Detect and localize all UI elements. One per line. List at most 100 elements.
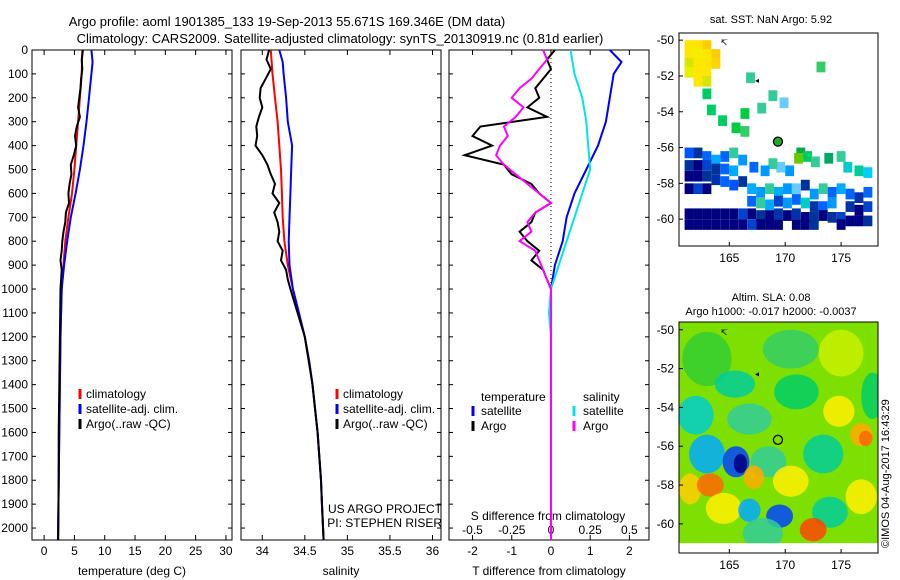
diff-top-tick-label: -0.5 — [462, 523, 483, 537]
sst-cell — [774, 208, 783, 220]
temp-ytick-label: 500 — [8, 163, 28, 177]
sst-cell — [782, 183, 792, 195]
sst-cell — [836, 211, 846, 223]
diff-legend-label: Argo — [583, 419, 609, 433]
sla-anomaly-blob — [682, 331, 732, 387]
sst-cell — [684, 67, 694, 78]
temp-legend-label: Argo(..raw -QC) — [86, 417, 171, 431]
sst-cell — [756, 186, 766, 198]
sst-cell — [702, 151, 712, 162]
sst-cell — [845, 215, 855, 227]
sst-cell — [791, 208, 801, 220]
temp-ytick-label: 1600 — [1, 425, 28, 439]
temp-ytick-label: 200 — [8, 91, 28, 105]
sst-cell — [809, 201, 819, 212]
sst-cell — [854, 204, 864, 216]
sst-argo-position-marker — [772, 136, 784, 147]
diff-xtick-label: -2 — [467, 544, 478, 558]
sst-cell — [756, 210, 766, 221]
sla-anomaly-blob — [743, 465, 764, 489]
sst-cell — [765, 199, 774, 211]
sst-cell — [711, 163, 721, 175]
sst-cell — [738, 219, 748, 230]
sst-ytick-label: -54 — [657, 105, 675, 119]
temp-ytick-label: 700 — [8, 210, 28, 224]
sst-cell — [810, 156, 820, 168]
sst-cell — [729, 219, 739, 230]
sst-cell — [702, 67, 712, 78]
sst-xtick-label: 175 — [831, 251, 851, 265]
temp-ytick-label: 1400 — [1, 378, 28, 392]
sla-ytick-label: -50 — [657, 323, 675, 337]
diff-legend-temperature-heading: temperature — [481, 390, 546, 404]
sst-cell — [816, 61, 826, 73]
diff-xtick-label: 2 — [626, 544, 633, 558]
sst-cell — [738, 154, 748, 166]
sst-cell — [827, 186, 837, 198]
salinity-panel: 34 34.5 35 35.5 36 salinity climatologysatelli… — [240, 49, 443, 578]
sst-cell — [765, 183, 774, 195]
sst-cell — [684, 58, 694, 69]
sst-cell — [693, 183, 703, 195]
sst-cell — [684, 147, 694, 159]
sst-cell — [720, 151, 730, 162]
sst-cell — [854, 192, 864, 204]
sst-cell — [684, 40, 694, 51]
sst-track-marker: ↸ — [720, 38, 728, 48]
sst-cell — [729, 179, 739, 191]
sst-ytick-label: -50 — [657, 33, 675, 47]
sla-argo-position-marker — [772, 434, 784, 445]
sla-anomaly-blob — [772, 465, 809, 497]
sla-anomaly-blob — [762, 329, 819, 369]
sst-cell — [693, 147, 703, 159]
sst-cell — [702, 58, 712, 69]
temp-ytick-label: 900 — [8, 258, 28, 272]
temp-xtick-label: 20 — [159, 544, 173, 558]
figure-title-line2: Climatology: CARS2009. Satellite-adjuste… — [77, 31, 604, 46]
sst-cell — [809, 211, 819, 223]
sla-anomaly-blob — [679, 395, 714, 435]
sst-cell — [702, 219, 712, 230]
sst-cell — [836, 219, 846, 230]
difference-panel: -2 -1 0 1 2T difference from climatology -0.5… — [448, 49, 650, 578]
temp-ytick-label: 1900 — [1, 497, 28, 511]
sla-xtick-label: 175 — [831, 558, 851, 572]
sal-legend-label: climatology — [343, 387, 403, 401]
diff-plot-frame — [448, 49, 650, 541]
sla-anomaly-blob — [705, 492, 742, 524]
sst-cell — [684, 170, 694, 182]
sst-cell — [818, 201, 828, 212]
sla-ytick-label: -60 — [657, 517, 675, 531]
sst-cell — [843, 161, 853, 173]
sst-cell — [854, 165, 864, 177]
sst-cell — [684, 219, 694, 230]
temp-xtick-label: 25 — [189, 544, 203, 558]
diff-top-tick-label: 0.25 — [578, 523, 602, 537]
sst-cell — [718, 115, 728, 127]
sst-cell — [684, 183, 694, 195]
diff-legend-label: Argo — [481, 419, 507, 433]
sst-cell — [768, 90, 778, 101]
diff-legend-label: satellite — [481, 404, 522, 418]
sst-cell — [794, 152, 804, 164]
sst-cell — [756, 197, 766, 209]
sst-cell — [845, 188, 855, 200]
sst-cell — [785, 165, 795, 177]
temp-ytick-label: 300 — [8, 115, 28, 129]
sst-cell — [684, 160, 694, 171]
sal-xtick-label: 34 — [256, 544, 270, 558]
sst-cell — [729, 165, 739, 177]
imos-watermark: ©IMOS 04-Aug-2017 16:43:29 — [880, 399, 892, 548]
sst-cell — [702, 208, 712, 220]
sla-anomaly-blob — [727, 403, 772, 435]
temp-series-line — [57, 49, 84, 541]
diff-xaxis-label: T difference from climatology — [472, 564, 626, 578]
sst-cell — [791, 194, 801, 205]
sst-cell — [702, 49, 712, 60]
sst-cell — [702, 183, 712, 195]
sst-cell — [776, 161, 786, 173]
sst-ytick-label: -58 — [657, 176, 675, 190]
sla-ytick-label: -52 — [657, 362, 675, 376]
sst-track-marker: ◂ — [755, 76, 759, 85]
sst-cell — [800, 219, 810, 230]
